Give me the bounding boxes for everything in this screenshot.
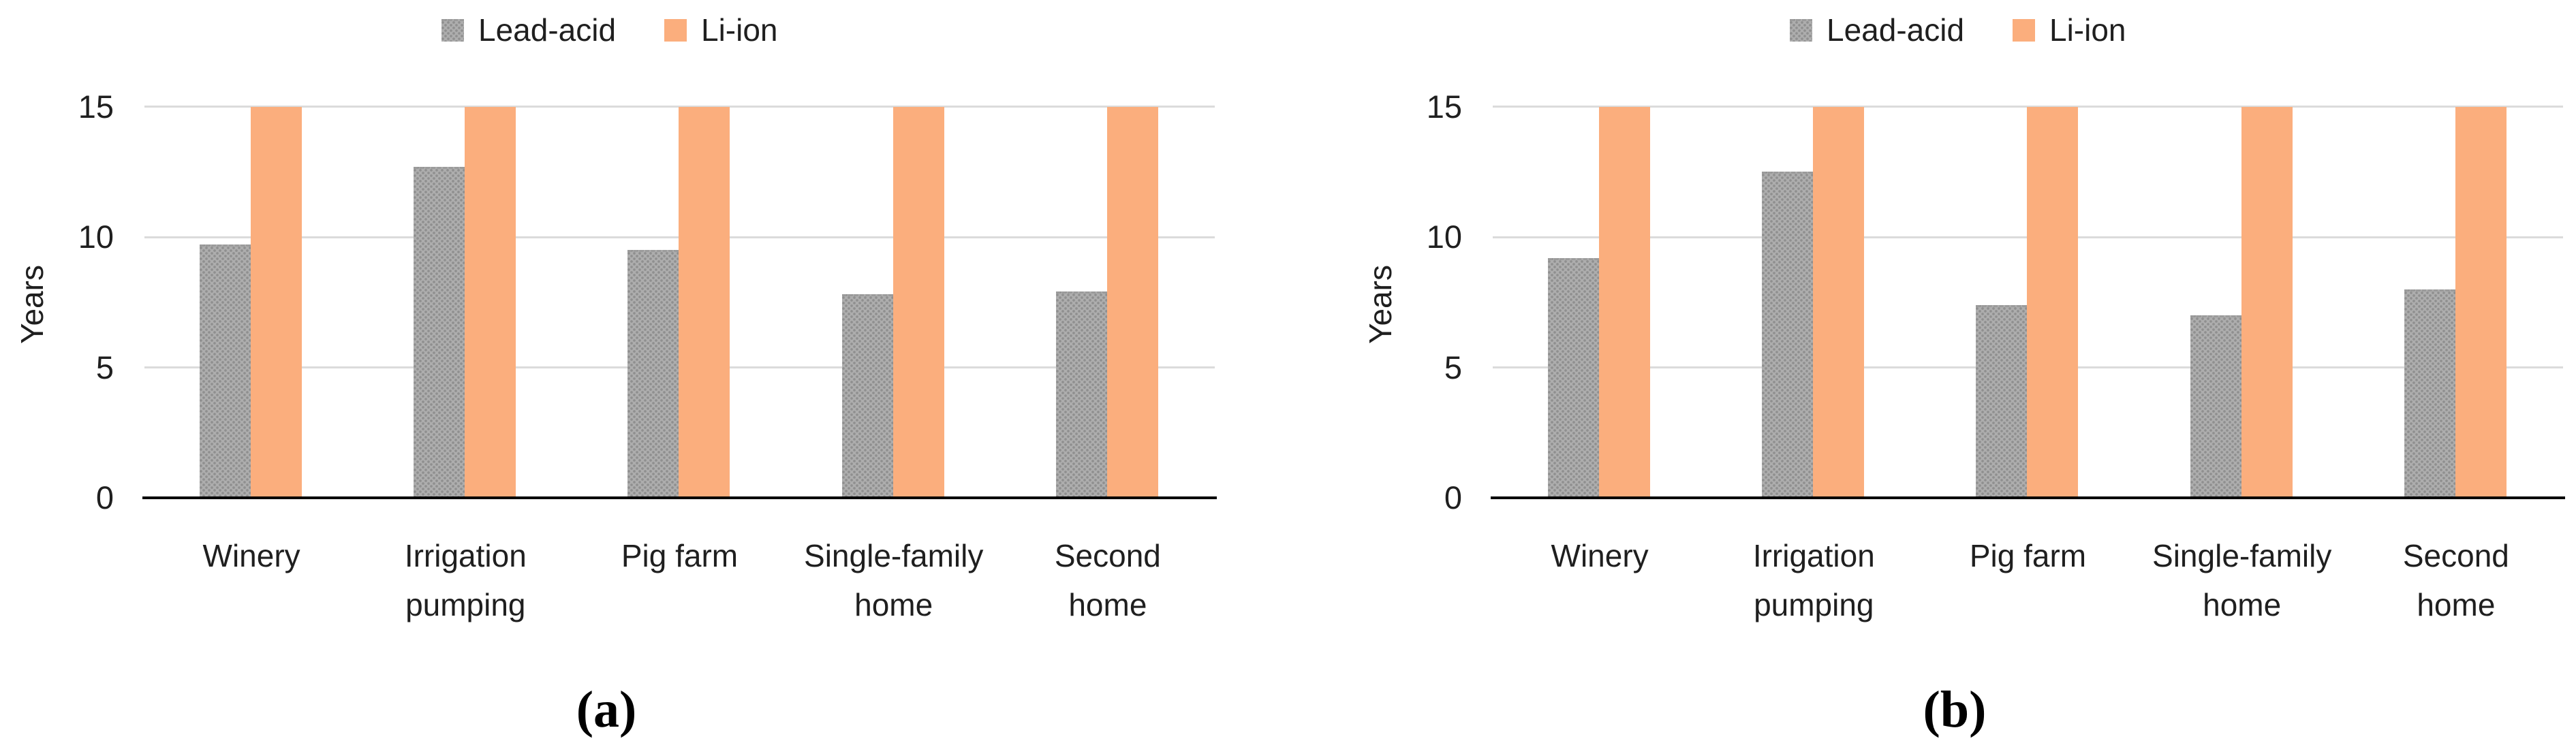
y-tick-label-5-chart-b: 5 [1444,349,1462,385]
bar-lead-acid-irrigation-pumping-chart-b [1762,172,1814,498]
bar-lead-acid-irrigation-pumping-chart-a [414,166,465,498]
legend-swatch-li-ion-chart-a [664,19,687,42]
x-category-label-irrigation-pumping-line1-chart-a: Irrigation [404,538,527,573]
bar-li-ion-single-family-home-chart-a [893,106,944,498]
bar-li-ion-second-home-chart-b [2455,106,2507,498]
x-category-label-single-family-home-line2-chart-a: home [854,587,933,622]
panel-caption-a: (a) [576,681,637,738]
x-category-label-single-family-home-line1-chart-b: Single-family [2152,538,2332,573]
y-axis-title-chart-b: Years [1363,265,1398,344]
x-category-label-single-family-home-line1-chart-a: Single-family [804,538,984,573]
x-axis-line-chart-a [142,496,1217,499]
bar-li-ion-winery-chart-b [1599,106,1650,498]
legend-swatch-lead-acid-chart-b [1790,19,1812,42]
x-axis-line-chart-b [1491,496,2565,499]
bar-lead-acid-second-home-chart-b [2404,289,2455,498]
y-tick-label-0-chart-a: 0 [95,479,114,516]
x-category-label-single-family-home-line2-chart-b: home [2203,587,2282,622]
legend-label-lead-acid-chart-b: Lead-acid [1827,12,1965,48]
y-tick-label-0-chart-b: 0 [1444,479,1462,516]
bar-lead-acid-pig-farm-chart-a [627,250,679,498]
y-axis-title-chart-a: Years [14,265,50,344]
bar-li-ion-pig-farm-chart-b [2027,106,2079,498]
y-tick-label-10-chart-b: 10 [1426,219,1462,255]
x-category-label-irrigation-pumping-line2-chart-a: pumping [405,587,526,622]
bar-li-ion-irrigation-pumping-chart-b [1813,106,1865,498]
x-category-label-winery-line1-chart-b: Winery [1551,538,1649,573]
y-tick-label-5-chart-a: 5 [95,349,114,385]
x-category-label-second-home-line1-chart-b: Second [2402,538,2509,573]
panel-caption-b: (b) [1923,681,1987,738]
x-category-label-irrigation-pumping-line1-chart-b: Irrigation [1752,538,1875,573]
legend-label-li-ion-chart-a: Li-ion [701,12,778,48]
legend-label-lead-acid-chart-a: Lead-acid [478,12,617,48]
y-tick-label-15-chart-a: 15 [78,88,114,125]
bar-li-ion-irrigation-pumping-chart-a [465,106,516,498]
bar-lead-acid-winery-chart-a [200,244,251,498]
bar-li-ion-second-home-chart-a [1106,106,1158,498]
x-category-label-irrigation-pumping-line2-chart-b: pumping [1754,587,1874,622]
x-category-label-second-home-line2-chart-b: home [2417,587,2496,622]
legend-label-li-ion-chart-b: Li-ion [2049,12,2126,48]
x-category-label-pig-farm-line1-chart-a: Pig farm [621,538,739,573]
bar-lead-acid-pig-farm-chart-b [1976,304,2028,498]
bar-li-ion-pig-farm-chart-a [679,106,730,498]
bar-li-ion-winery-chart-a [251,106,302,498]
bar-lead-acid-second-home-chart-a [1055,291,1107,498]
bar-lead-acid-single-family-home-chart-a [841,294,893,498]
legend-swatch-li-ion-chart-b [2013,19,2035,42]
y-tick-label-15-chart-b: 15 [1426,88,1462,125]
x-category-label-second-home-line1-chart-a: Second [1054,538,1161,573]
bar-lead-acid-single-family-home-chart-b [2190,315,2241,498]
legend-swatch-lead-acid-chart-a [441,19,464,42]
x-category-label-pig-farm-line1-chart-b: Pig farm [1969,538,2087,573]
bar-lead-acid-winery-chart-b [1548,257,1599,498]
x-category-label-winery-line1-chart-a: Winery [202,538,300,573]
x-category-label-second-home-line2-chart-a: home [1068,587,1147,622]
y-tick-label-10-chart-a: 10 [78,219,114,255]
bar-li-ion-single-family-home-chart-b [2241,106,2293,498]
